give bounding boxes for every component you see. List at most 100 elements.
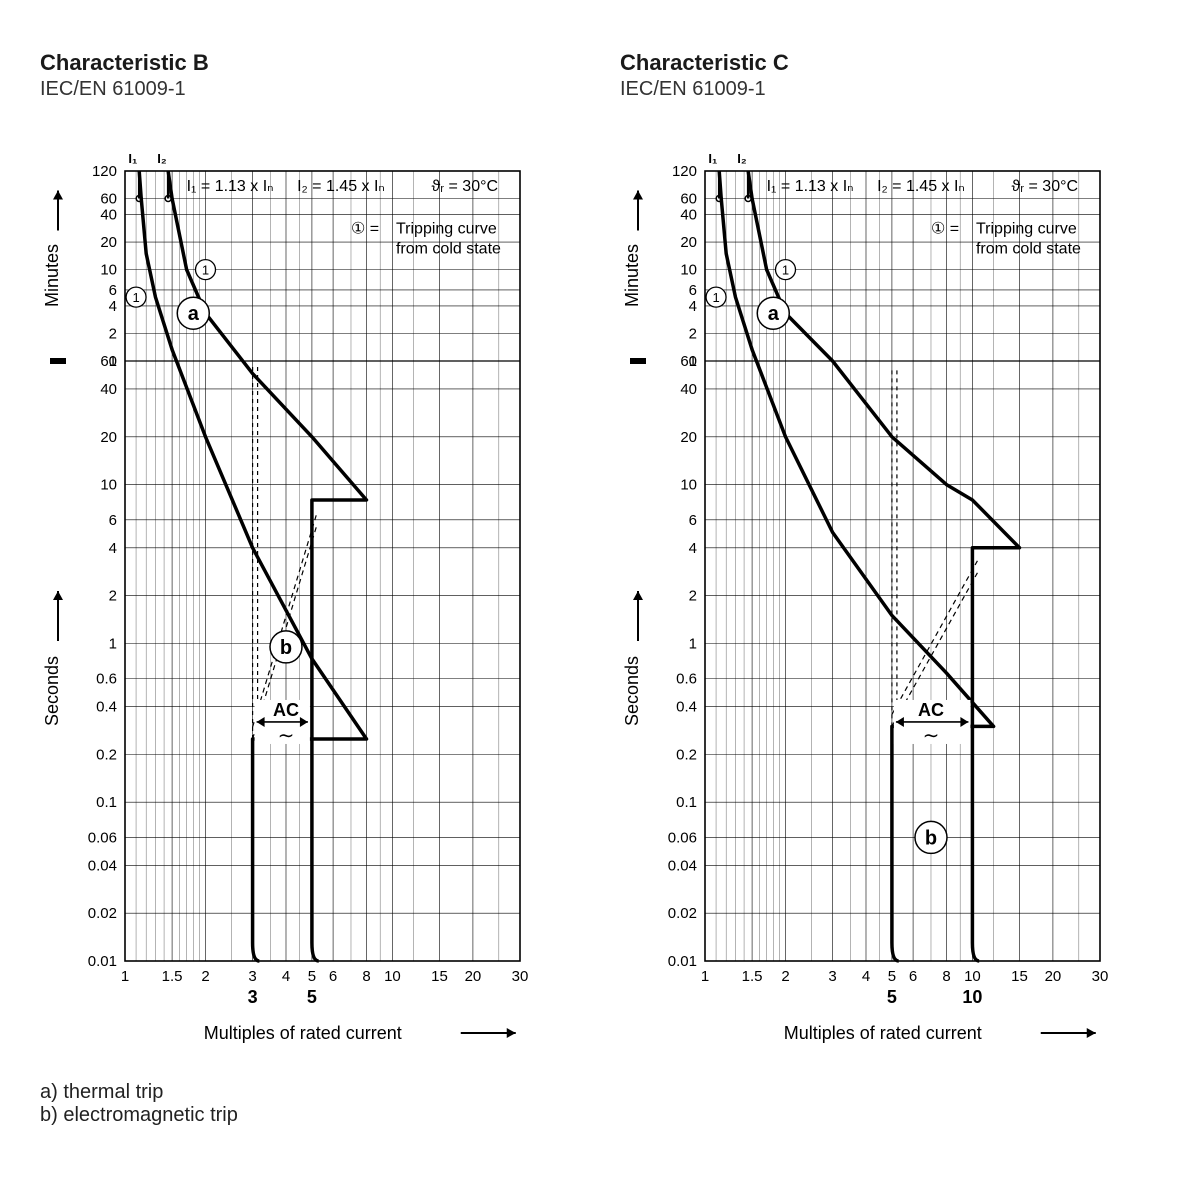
svg-text:∼: ∼ <box>923 725 940 747</box>
svg-text:AC: AC <box>918 700 944 720</box>
svg-text:5: 5 <box>308 968 316 985</box>
svg-text:0.02: 0.02 <box>668 905 697 922</box>
svg-text:I₂: I₂ <box>157 151 167 166</box>
svg-text:2: 2 <box>781 968 789 985</box>
svg-text:Minutes: Minutes <box>622 244 642 307</box>
svg-text:10: 10 <box>100 262 117 279</box>
svg-text:0.04: 0.04 <box>88 857 117 874</box>
svg-text:20: 20 <box>1045 968 1062 985</box>
svg-text:40: 40 <box>100 207 117 224</box>
svg-text:Seconds: Seconds <box>622 656 642 726</box>
chart-B: Characteristic BIEC/EN 61009-111.5234568… <box>40 50 570 1051</box>
svg-text:6: 6 <box>329 968 337 985</box>
svg-text:4: 4 <box>689 298 697 315</box>
chart-svg: 11.5234568101520300.010.020.040.060.10.2… <box>40 116 555 1051</box>
svg-text:0.2: 0.2 <box>676 746 697 763</box>
svg-text:① =: ① = <box>931 220 959 237</box>
svg-text:I₁: I₁ <box>708 151 717 166</box>
svg-text:0.2: 0.2 <box>96 746 117 763</box>
svg-text:20: 20 <box>100 429 117 446</box>
charts-row: Characteristic BIEC/EN 61009-111.5234568… <box>40 50 1160 1051</box>
chart-svg: 11.5234568101520300.010.020.040.060.10.2… <box>620 116 1135 1051</box>
svg-text:6: 6 <box>109 512 117 529</box>
svg-text:15: 15 <box>431 968 448 985</box>
svg-text:1: 1 <box>689 353 697 370</box>
svg-text:60: 60 <box>100 191 117 208</box>
svg-text:1: 1 <box>701 968 709 985</box>
svg-text:1: 1 <box>132 290 139 305</box>
svg-text:4: 4 <box>862 968 870 985</box>
svg-text:1: 1 <box>712 290 719 305</box>
svg-text:Multiples of rated current: Multiples of rated current <box>784 1023 982 1043</box>
svg-text:40: 40 <box>680 381 697 398</box>
svg-text:I₂ = 1.45 x Iₙ: I₂ = 1.45 x Iₙ <box>297 178 385 195</box>
svg-text:0.04: 0.04 <box>668 857 697 874</box>
svg-text:2: 2 <box>109 588 117 605</box>
svg-text:2: 2 <box>201 968 209 985</box>
svg-text:1: 1 <box>202 263 209 278</box>
svg-text:20: 20 <box>465 968 482 985</box>
svg-text:1: 1 <box>782 263 789 278</box>
svg-text:20: 20 <box>680 234 697 251</box>
svg-text:a: a <box>768 303 780 325</box>
page: Characteristic BIEC/EN 61009-111.5234568… <box>0 0 1200 1200</box>
svg-text:60: 60 <box>680 191 697 208</box>
svg-text:from cold state: from cold state <box>396 240 501 257</box>
svg-text:0.06: 0.06 <box>668 829 697 846</box>
svg-text:4: 4 <box>282 968 290 985</box>
svg-text:0.4: 0.4 <box>676 699 697 716</box>
svg-text:1: 1 <box>109 635 117 652</box>
svg-text:40: 40 <box>680 207 697 224</box>
svg-text:ϑᵣ = 30°C: ϑᵣ = 30°C <box>1011 178 1078 195</box>
svg-text:2: 2 <box>689 325 697 342</box>
svg-text:Multiples of rated current: Multiples of rated current <box>204 1023 402 1043</box>
svg-text:8: 8 <box>942 968 950 985</box>
svg-text:10: 10 <box>962 987 982 1007</box>
svg-text:1: 1 <box>121 968 129 985</box>
svg-text:2: 2 <box>689 588 697 605</box>
svg-text:I₁ = 1.13 x Iₙ: I₁ = 1.13 x Iₙ <box>767 178 854 195</box>
svg-text:1: 1 <box>689 635 697 652</box>
chart-subtitle: IEC/EN 61009-1 <box>40 78 570 101</box>
svg-text:1.5: 1.5 <box>162 968 183 985</box>
svg-text:Seconds: Seconds <box>42 656 62 726</box>
svg-text:b: b <box>280 637 292 659</box>
svg-text:30: 30 <box>512 968 529 985</box>
svg-text:5: 5 <box>888 968 896 985</box>
svg-text:0.1: 0.1 <box>676 794 697 811</box>
svg-text:4: 4 <box>109 298 117 315</box>
svg-text:5: 5 <box>887 987 897 1007</box>
chart-C: Characteristic CIEC/EN 61009-111.5234568… <box>620 50 1150 1051</box>
svg-text:1.5: 1.5 <box>742 968 763 985</box>
svg-text:4: 4 <box>689 540 697 557</box>
svg-text:6: 6 <box>689 512 697 529</box>
svg-text:1: 1 <box>109 353 117 370</box>
svg-text:0.1: 0.1 <box>96 794 117 811</box>
svg-text:0.06: 0.06 <box>88 829 117 846</box>
svg-text:120: 120 <box>92 163 117 180</box>
svg-text:4: 4 <box>109 540 117 557</box>
svg-text:0.6: 0.6 <box>676 671 697 688</box>
svg-text:6: 6 <box>909 968 917 985</box>
svg-text:20: 20 <box>680 429 697 446</box>
svg-text:I₁ = 1.13 x Iₙ: I₁ = 1.13 x Iₙ <box>187 178 274 195</box>
svg-text:8: 8 <box>362 968 370 985</box>
svg-text:20: 20 <box>100 234 117 251</box>
svg-text:10: 10 <box>384 968 401 985</box>
svg-text:6: 6 <box>109 282 117 299</box>
chart-title: Characteristic C <box>620 50 1150 76</box>
svg-text:① =: ① = <box>351 220 379 237</box>
chart-subtitle: IEC/EN 61009-1 <box>620 78 1150 101</box>
svg-text:15: 15 <box>1011 968 1028 985</box>
svg-text:6: 6 <box>689 282 697 299</box>
svg-text:Tripping curve: Tripping curve <box>396 220 497 237</box>
svg-text:from cold state: from cold state <box>976 240 1081 257</box>
svg-text:ϑᵣ = 30°C: ϑᵣ = 30°C <box>431 178 498 195</box>
svg-text:0.4: 0.4 <box>96 699 117 716</box>
svg-text:0.01: 0.01 <box>88 953 117 970</box>
svg-text:3: 3 <box>828 968 836 985</box>
svg-text:∼: ∼ <box>278 725 295 747</box>
svg-text:0.6: 0.6 <box>96 671 117 688</box>
svg-text:5: 5 <box>307 987 317 1007</box>
svg-text:10: 10 <box>964 968 981 985</box>
